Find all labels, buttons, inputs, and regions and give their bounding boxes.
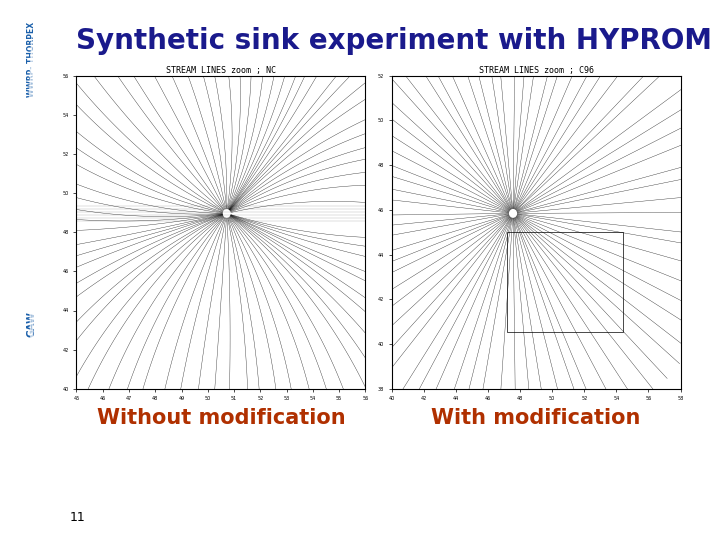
Text: Synthetic sink experiment with HYPROM: Synthetic sink experiment with HYPROM [76, 27, 713, 55]
Text: GAW: GAW [27, 311, 37, 337]
Polygon shape [29, 432, 35, 540]
Polygon shape [30, 348, 42, 451]
Polygon shape [32, 405, 45, 459]
Text: With modification: With modification [431, 408, 641, 428]
Text: WMO
OMM: WMO OMM [22, 503, 42, 517]
Polygon shape [13, 38, 50, 362]
Polygon shape [22, 413, 34, 516]
Text: 11: 11 [70, 511, 86, 524]
Polygon shape [30, 413, 42, 516]
Polygon shape [29, 313, 35, 432]
Polygon shape [22, 348, 34, 451]
Text: WWRP- THORPEX: WWRP- THORPEX [27, 22, 36, 97]
Polygon shape [18, 405, 32, 459]
Text: Without modification: Without modification [96, 408, 346, 428]
